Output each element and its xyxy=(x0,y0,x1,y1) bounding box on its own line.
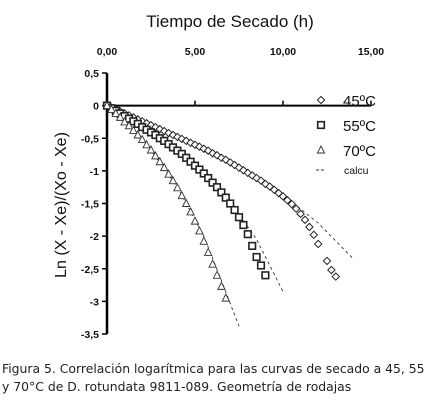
marker-70c xyxy=(212,270,222,279)
y-tick-label: -2,5 xyxy=(81,264,99,276)
legend-label-diamond: 45ºC xyxy=(343,93,376,110)
marker-45c xyxy=(300,215,310,225)
chart-svg: Tiempo de Secado (h) Ln (X - Xe)/(Xo - X… xyxy=(53,12,384,341)
x-axis: 0,00 5,00 10,00 15,00 xyxy=(97,46,384,107)
marker-70c xyxy=(221,293,231,302)
marker-55c xyxy=(243,230,252,239)
marker-70c xyxy=(111,108,121,117)
marker-45c xyxy=(291,204,301,214)
marker-45c xyxy=(296,209,305,219)
marker-45c xyxy=(278,192,288,201)
x-tick-label: 15,00 xyxy=(358,46,384,58)
marker-45c xyxy=(327,265,336,275)
marker-55c xyxy=(316,120,326,130)
x-tick-label: 10,00 xyxy=(270,46,296,58)
y-tick-label: -0,5 xyxy=(81,133,99,145)
calculated-line xyxy=(106,105,284,292)
marker-70c xyxy=(129,125,138,134)
marker-45c xyxy=(316,95,326,105)
legend-label-triangle: 70ºC xyxy=(343,143,376,160)
marker-45c xyxy=(322,256,332,266)
marker-45c xyxy=(252,173,261,183)
marker-55c xyxy=(208,178,217,187)
y-tick-label: -1,5 xyxy=(81,199,99,211)
marker-45c xyxy=(305,222,314,232)
marker-70c xyxy=(173,182,182,192)
marker-55c xyxy=(226,199,235,208)
marker-70c xyxy=(168,175,178,185)
y-tick-label: -2 xyxy=(90,231,99,243)
marker-70c xyxy=(186,206,195,216)
marker-45c xyxy=(274,188,283,198)
marker-55c xyxy=(248,241,257,251)
y-axis-label: Ln (X - Xe)/(Xo - Xe) xyxy=(53,132,70,278)
marker-70c xyxy=(120,116,129,126)
marker-70c xyxy=(142,139,151,149)
marker-45c xyxy=(313,239,323,249)
marker-55c xyxy=(204,173,213,183)
marker-45c xyxy=(331,272,341,281)
marker-55c xyxy=(212,183,222,192)
marker-55c xyxy=(239,220,248,230)
marker-70c xyxy=(181,198,191,207)
x-tick-label: 0,00 xyxy=(97,46,118,58)
marker-45c xyxy=(265,182,275,191)
marker-70c xyxy=(164,169,173,178)
marker-55c xyxy=(234,213,244,222)
marker-70c xyxy=(159,162,169,172)
marker-55c xyxy=(261,271,270,280)
legend-label-square: 55ºC xyxy=(343,118,376,135)
marker-70c xyxy=(102,100,112,110)
marker-55c xyxy=(217,188,226,197)
y-axis: 0,5 0 -0,5 -1 -1,5 -2 -2,5 -3 -3,5 xyxy=(81,68,109,341)
marker-55c xyxy=(230,205,239,215)
marker-70c xyxy=(217,281,226,290)
marker-45c xyxy=(283,195,292,205)
marker-70c xyxy=(203,247,213,256)
marker-70c xyxy=(115,112,125,121)
marker-70c xyxy=(155,156,165,166)
figure-caption: Figura 5. Correlación logarítmica para l… xyxy=(2,360,439,396)
legend-label-calcu: calcu xyxy=(344,165,369,177)
marker-70c xyxy=(177,190,187,200)
x-tick-label: 5,00 xyxy=(185,46,206,58)
marker-70c xyxy=(151,150,160,160)
y-tick-label: -1 xyxy=(90,166,99,178)
marker-45c xyxy=(261,179,270,189)
marker-45c xyxy=(287,199,297,209)
marker-70c xyxy=(190,216,200,225)
y-tick-label: -3,5 xyxy=(81,329,99,341)
y-tick-label: -3 xyxy=(90,296,99,308)
marker-55c xyxy=(252,252,261,262)
data-markers xyxy=(102,100,341,302)
marker-70c xyxy=(146,145,156,154)
marker-45c xyxy=(309,230,319,240)
marker-70c xyxy=(124,120,134,130)
marker-70c xyxy=(316,145,326,154)
chart-title: Tiempo de Secado (h) xyxy=(146,12,314,31)
caption-line-2: y 70°C de D. rotundata 9811-089. Geometr… xyxy=(2,379,352,394)
marker-55c xyxy=(199,169,208,178)
y-tick-label: 0,5 xyxy=(84,68,99,80)
marker-70c xyxy=(133,130,143,139)
marker-70c xyxy=(199,236,209,245)
legend: 45ºC 55ºC 70ºC calcu xyxy=(316,93,376,177)
caption-line-1: Figura 5. Correlación logarítmica para l… xyxy=(2,361,425,376)
marker-70c xyxy=(208,259,217,268)
marker-55c xyxy=(221,193,230,202)
marker-70c xyxy=(137,134,147,144)
marker-70c xyxy=(107,104,116,113)
marker-70c xyxy=(195,225,204,235)
marker-55c xyxy=(256,261,266,270)
y-tick-label: 0 xyxy=(93,101,99,113)
